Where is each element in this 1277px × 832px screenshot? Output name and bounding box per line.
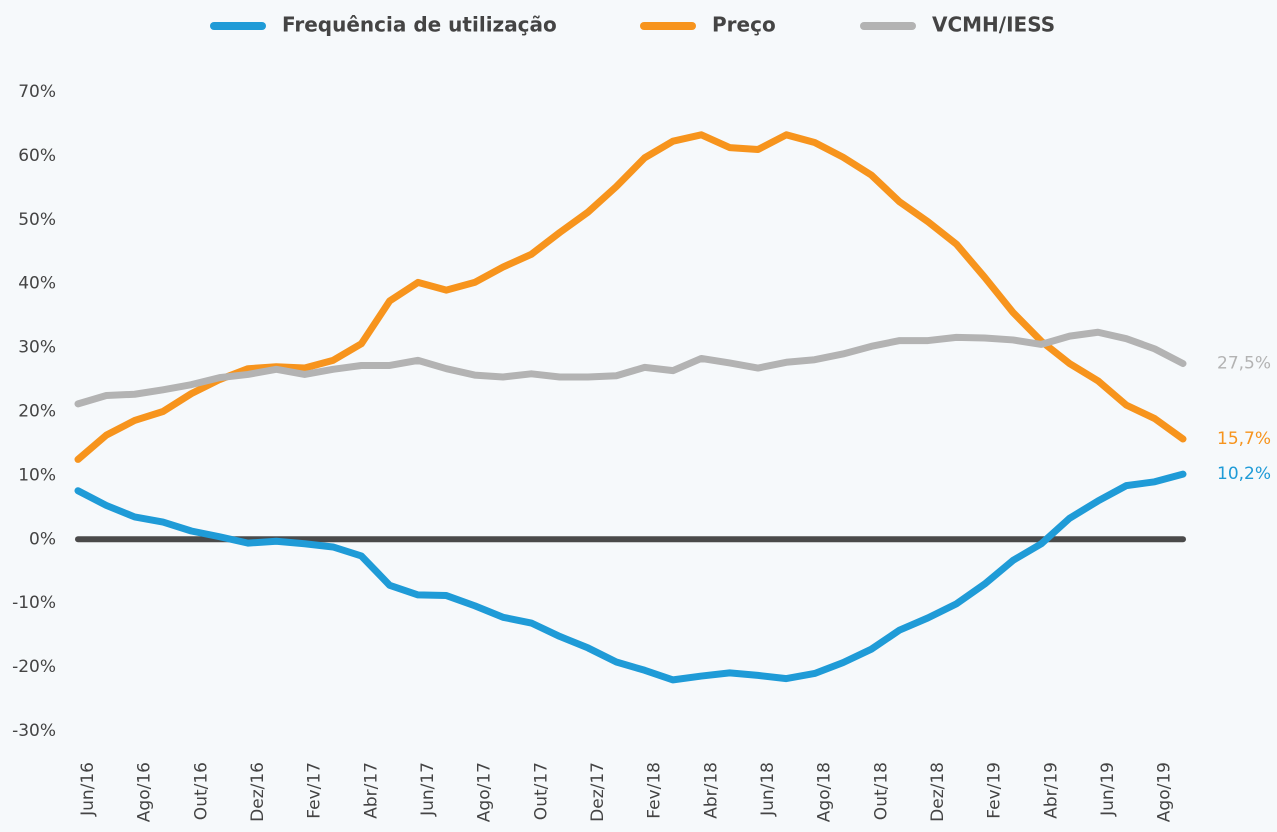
- x-tick-label: Fev/17: [305, 762, 325, 819]
- legend-label: VCMH/IESS: [932, 13, 1055, 37]
- x-tick-label: Jun/18: [758, 762, 778, 817]
- x-tick-label: Ago/18: [815, 762, 835, 822]
- y-tick-label: 0%: [29, 529, 56, 549]
- x-tick-label: Jun/17: [418, 762, 438, 817]
- series-line: [74, 328, 1187, 408]
- x-tick-label: Dez/16: [248, 762, 268, 822]
- x-tick-label: Out/17: [531, 762, 551, 820]
- y-tick-label: 50%: [18, 210, 56, 230]
- x-tick-label: Abr/17: [361, 762, 381, 819]
- x-tick-label: Out/16: [191, 762, 211, 820]
- x-tick-label: Jun/19: [1098, 762, 1118, 817]
- legend-label: Frequência de utilização: [282, 13, 557, 37]
- y-tick-label: 30%: [18, 338, 56, 358]
- x-tick-label: Ago/19: [1155, 762, 1175, 822]
- y-tick-label: 40%: [18, 274, 56, 294]
- x-tick-label: Abr/18: [701, 762, 721, 819]
- y-tick-label: 60%: [18, 146, 56, 166]
- x-tick-label: Dez/17: [588, 762, 608, 822]
- y-tick-label: 20%: [18, 402, 56, 422]
- legend-label: Preço: [712, 13, 776, 37]
- x-tick-label: Fev/18: [645, 762, 665, 819]
- x-tick-label: Jun/16: [78, 762, 98, 817]
- x-tick-label: Dez/18: [928, 762, 948, 822]
- x-tick-label: Ago/17: [475, 762, 495, 822]
- y-tick-label: 70%: [18, 82, 56, 102]
- x-tick-label: Out/18: [871, 762, 891, 820]
- y-tick-label: -30%: [12, 721, 56, 741]
- series-line: [74, 470, 1187, 684]
- series-line: [74, 131, 1187, 463]
- x-tick-label: Fev/19: [985, 762, 1005, 819]
- data-label: 10,2%: [1217, 464, 1271, 484]
- y-tick-label: -10%: [12, 593, 56, 613]
- data-label: 15,7%: [1217, 429, 1271, 449]
- y-tick-label: 10%: [18, 465, 56, 485]
- data-label: 27,5%: [1217, 354, 1271, 374]
- x-tick-label: Ago/16: [135, 762, 155, 822]
- x-tick-label: Abr/19: [1041, 762, 1061, 819]
- y-tick-label: -20%: [12, 657, 56, 677]
